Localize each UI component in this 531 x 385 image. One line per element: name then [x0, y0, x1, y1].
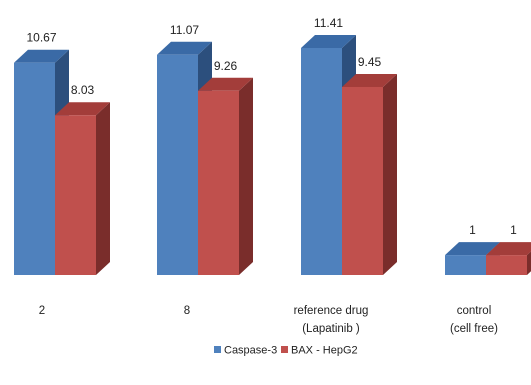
data-label: 8.03: [71, 83, 95, 97]
bar-bax-hepg2-0: [55, 102, 110, 275]
bar-front: [157, 54, 198, 276]
bar-front: [14, 62, 55, 276]
legend-swatch: [214, 346, 221, 353]
bar-front: [486, 255, 527, 275]
data-label: 9.45: [358, 55, 382, 69]
legend-label: BAX - HepG2: [291, 345, 358, 357]
bar-side: [383, 73, 397, 275]
bar-front: [342, 86, 383, 275]
bar-top: [157, 41, 212, 55]
bar-top: [342, 73, 397, 87]
legend-item: Caspase-3: [214, 345, 277, 357]
bar-top: [486, 242, 531, 256]
category-label: 2: [39, 305, 45, 317]
bar-bax-hepg2-1: [198, 77, 253, 275]
data-label: 1: [469, 223, 476, 237]
legend-label: Caspase-3: [224, 345, 277, 357]
category-label: (Lapatinib ): [302, 323, 360, 335]
bar-side: [527, 251, 531, 275]
data-label: 1: [510, 223, 517, 237]
bar-front: [301, 48, 342, 275]
category-labels-layer: 2 8 reference drug (Lapatinib ) control (cell…: [39, 305, 498, 335]
legend-item: BAX - HepG2: [281, 345, 358, 357]
bar-side: [96, 102, 110, 275]
category-label: 8: [184, 305, 190, 317]
bar-bax-hepg2-2: [342, 73, 397, 275]
bar-top: [14, 49, 69, 63]
bar-front: [198, 90, 239, 275]
data-label: 11.41: [314, 16, 343, 30]
bar-top: [55, 102, 110, 116]
category-label: reference drug: [294, 305, 369, 317]
bar-front: [55, 115, 96, 275]
value-labels-layer: 10.67 8.03 11.07 9.26 11.41 9.45 1 1: [26, 16, 517, 237]
bar-top: [301, 35, 356, 48]
legend-swatch: [281, 346, 288, 353]
bar-bax-hepg2-3: [486, 242, 531, 275]
bars-layer: [14, 35, 531, 276]
legend: Caspase-3 BAX - HepG2: [214, 345, 358, 357]
data-label: 11.07: [170, 23, 199, 37]
category-label: control: [457, 305, 492, 317]
bar-top: [445, 242, 500, 256]
bar-side: [239, 77, 253, 275]
data-label: 9.26: [214, 59, 238, 73]
bar-front: [445, 255, 486, 275]
bar-top: [198, 77, 253, 91]
data-label: 10.67: [26, 31, 56, 45]
category-label: (cell free): [450, 323, 498, 335]
